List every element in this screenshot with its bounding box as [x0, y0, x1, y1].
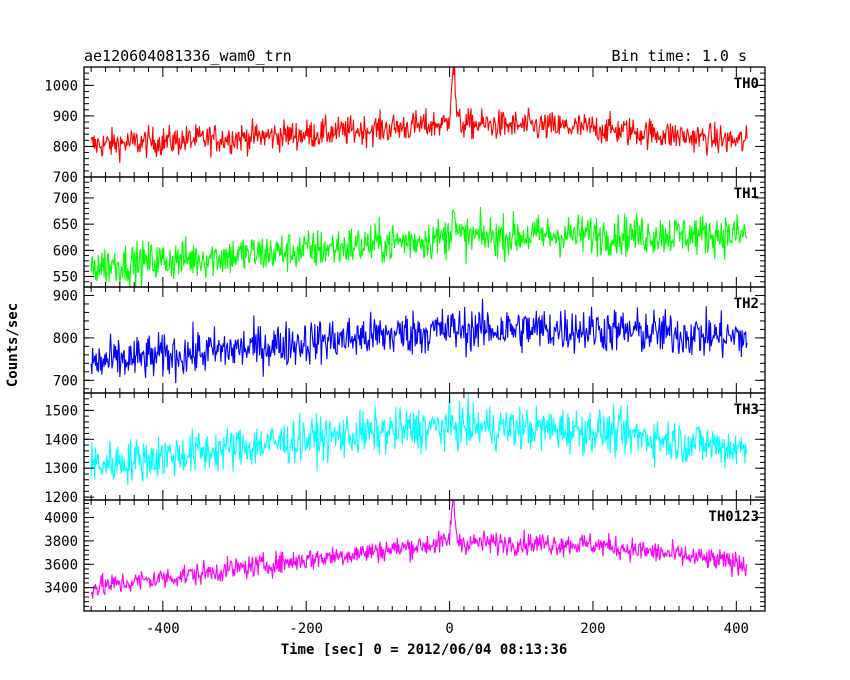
y-tick-label: 700: [53, 191, 78, 207]
panel-label: TH3: [734, 402, 759, 418]
x-tick-label: 400: [724, 621, 749, 637]
y-tick-label: 1300: [44, 461, 78, 477]
series-th0123: [90, 500, 748, 599]
y-tick-label: 1400: [44, 432, 78, 448]
panel-label: TH0123: [708, 509, 759, 525]
x-tick-label: 0: [445, 621, 453, 637]
y-tick-label: 650: [53, 217, 78, 233]
y-tick-label: 1000: [44, 78, 78, 94]
y-tick-label: 700: [53, 373, 78, 389]
y-tick-label: 3400: [44, 581, 78, 597]
y-tick-label: 1500: [44, 403, 78, 419]
y-tick-label: 900: [53, 288, 78, 304]
panel-th3: 1200 1300 1400 1500 TH3: [44, 392, 766, 506]
y-tick-label: 3800: [44, 534, 78, 550]
bin-time-label: Bin time: 1.0 s: [612, 47, 747, 65]
series-th3: [90, 393, 748, 486]
panel-th0: 700 800 900 1000 TH0: [44, 66, 766, 186]
panel-frame: [83, 499, 766, 612]
x-axis-label: Time [sec] 0 = 2012/06/04 08:13:36: [281, 642, 568, 658]
figure-title: ae120604081336_wam0_trn: [84, 47, 292, 65]
y-axis-label: Counts/sec: [5, 303, 21, 387]
panel-label: TH0: [734, 76, 759, 92]
panel-label: TH2: [734, 296, 759, 312]
series-th1: [90, 206, 748, 287]
y-tick-label: 550: [53, 270, 78, 286]
y-tick-label: 900: [53, 109, 78, 125]
y-tick-label: 800: [53, 331, 78, 347]
y-tick-label: 600: [53, 243, 78, 259]
panel-th1: 550 600 650 700 TH1: [53, 176, 766, 288]
panels-group: 700 800 900 1000 TH0 550 600 650 700 TH1 700 800 900…: [44, 66, 766, 637]
panel-label: TH1: [734, 186, 759, 202]
y-tick-label: 4000: [44, 511, 78, 527]
x-tick-label: 200: [580, 621, 605, 637]
panel-th2: 700 800 900 TH2: [53, 286, 766, 394]
x-tick-label: -400: [146, 621, 180, 637]
panel-th0123: 3400 3600 3800 4000 TH0123: [44, 499, 766, 612]
y-tick-label: 1200: [44, 490, 78, 506]
x-tick-label: -200: [289, 621, 323, 637]
y-tick-label: 3600: [44, 557, 78, 573]
series-th0: [90, 67, 748, 164]
series-th2: [90, 298, 748, 384]
y-tick-label: 700: [53, 170, 78, 186]
y-tick-label: 800: [53, 139, 78, 155]
